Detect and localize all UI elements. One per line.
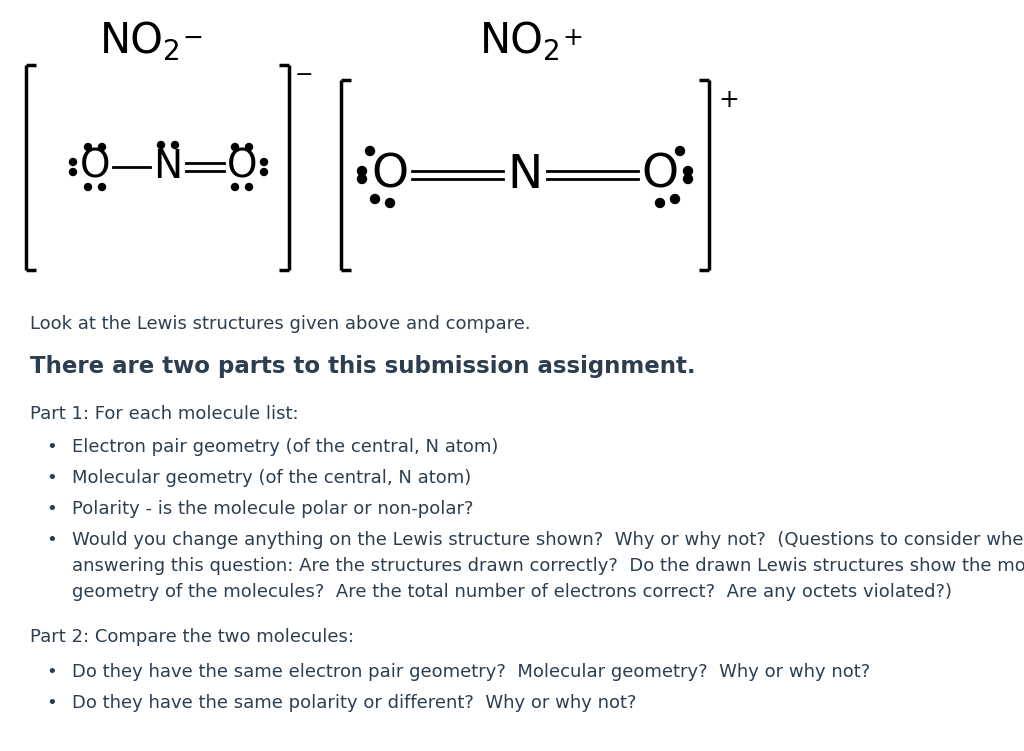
- Text: +: +: [562, 26, 583, 50]
- Text: Electron pair geometry (of the central, N atom): Electron pair geometry (of the central, …: [72, 438, 499, 456]
- Text: −: −: [295, 65, 313, 85]
- Text: •: •: [47, 663, 57, 681]
- Circle shape: [683, 167, 692, 176]
- Text: N: N: [507, 152, 543, 198]
- Text: O: O: [641, 152, 679, 198]
- Text: geometry of the molecules?  Are the total number of electrons correct?  Are any : geometry of the molecules? Are the total…: [72, 583, 952, 601]
- Circle shape: [676, 146, 684, 155]
- Text: Molecular geometry (of the central, N atom): Molecular geometry (of the central, N at…: [72, 469, 471, 487]
- Circle shape: [260, 168, 267, 176]
- Circle shape: [260, 158, 267, 165]
- Circle shape: [357, 174, 367, 183]
- Text: Part 2: Compare the two molecules:: Part 2: Compare the two molecules:: [30, 628, 354, 646]
- Text: 2: 2: [163, 38, 180, 66]
- Circle shape: [366, 146, 375, 155]
- Circle shape: [70, 168, 77, 176]
- Circle shape: [655, 198, 665, 207]
- Circle shape: [385, 198, 394, 207]
- Circle shape: [85, 183, 91, 191]
- Circle shape: [231, 143, 239, 150]
- Circle shape: [671, 195, 680, 204]
- Text: +: +: [718, 88, 739, 112]
- Circle shape: [246, 183, 253, 191]
- Text: Would you change anything on the Lewis structure shown?  Why or why not?  (Quest: Would you change anything on the Lewis s…: [72, 531, 1024, 549]
- Circle shape: [371, 195, 380, 204]
- Circle shape: [98, 183, 105, 191]
- Text: •: •: [47, 500, 57, 518]
- Circle shape: [70, 158, 77, 165]
- Text: Look at the Lewis structures given above and compare.: Look at the Lewis structures given above…: [30, 315, 530, 333]
- Text: answering this question: Are the structures drawn correctly?  Do the drawn Lewis: answering this question: Are the structu…: [72, 557, 1024, 575]
- Circle shape: [683, 174, 692, 183]
- Text: N: N: [154, 148, 182, 186]
- Text: There are two parts to this submission assignment.: There are two parts to this submission a…: [30, 355, 695, 378]
- Text: •: •: [47, 469, 57, 487]
- Text: O: O: [372, 152, 409, 198]
- Circle shape: [85, 143, 91, 150]
- Text: NO: NO: [480, 21, 544, 63]
- Text: Polarity - is the molecule polar or non-polar?: Polarity - is the molecule polar or non-…: [72, 500, 473, 518]
- Text: O: O: [226, 148, 257, 186]
- Circle shape: [231, 183, 239, 191]
- Text: Part 1: For each molecule list:: Part 1: For each molecule list:: [30, 405, 299, 423]
- Text: •: •: [47, 438, 57, 456]
- Circle shape: [98, 143, 105, 150]
- Circle shape: [158, 141, 165, 149]
- Circle shape: [171, 141, 178, 149]
- Text: Do they have the same electron pair geometry?  Molecular geometry?  Why or why n: Do they have the same electron pair geom…: [72, 663, 870, 681]
- Text: NO: NO: [100, 21, 164, 63]
- Circle shape: [357, 167, 367, 176]
- Circle shape: [246, 143, 253, 150]
- Text: O: O: [80, 148, 111, 186]
- Text: 2: 2: [543, 38, 560, 66]
- Text: •: •: [47, 531, 57, 549]
- Text: −: −: [182, 26, 203, 50]
- Text: •: •: [47, 694, 57, 712]
- Text: Do they have the same polarity or different?  Why or why not?: Do they have the same polarity or differ…: [72, 694, 637, 712]
